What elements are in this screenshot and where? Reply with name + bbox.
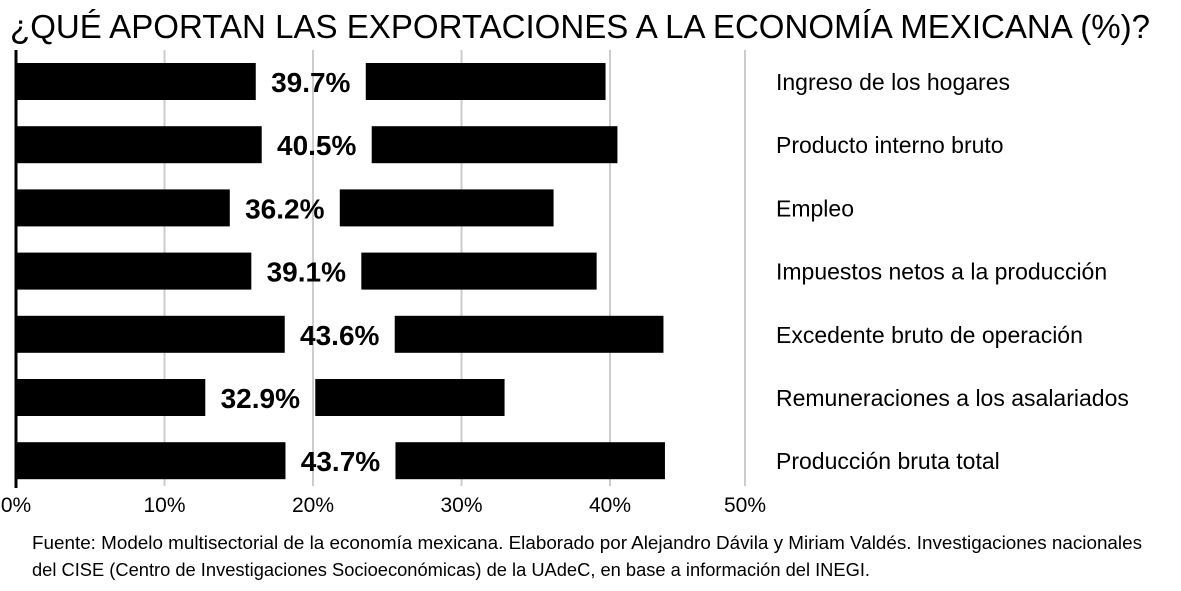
bar-segment-right (339, 189, 554, 227)
x-tick-label: 0% (1, 494, 31, 517)
category-label: Producción bruta total (776, 448, 1000, 474)
bar-segment-right (365, 63, 606, 100)
bar-segment-left (16, 252, 252, 290)
data-label: 43.7% (301, 446, 380, 477)
x-tick-label: 50% (724, 494, 766, 517)
x-tick-label: 10% (143, 494, 185, 517)
footnote-line-2: del CISE (Centro de Investigaciones Soci… (32, 560, 870, 580)
x-tick-label: 30% (440, 494, 482, 517)
category-label: Empleo (776, 195, 854, 221)
bar-segment-left (16, 442, 286, 480)
bar-segment-left (16, 379, 206, 416)
bar-segment-left (16, 126, 262, 164)
bar-segment-right (394, 315, 664, 353)
bar-segment-left (16, 315, 285, 353)
category-label: Impuestos netos a la producción (776, 259, 1107, 285)
bar-segment-right (395, 442, 665, 480)
x-tick-label: 40% (589, 494, 631, 517)
bar-segment-left (16, 63, 256, 100)
bar-segment-right (371, 126, 618, 164)
category-label: Excedente bruto de operación (776, 322, 1083, 348)
bar-segment-right (361, 252, 597, 290)
x-tick-label: 20% (292, 494, 334, 517)
data-label: 32.9% (221, 383, 300, 414)
data-label: 39.1% (267, 257, 346, 288)
chart-title: ¿QUÉ APORTAN LAS EXPORTACIONES A LA ECON… (10, 8, 1150, 45)
bar-segment-left (16, 189, 230, 227)
data-label: 36.2% (245, 193, 324, 224)
category-label: Producto interno bruto (776, 132, 1004, 158)
bar-segment-right (315, 379, 505, 416)
data-label: 39.7% (271, 67, 350, 98)
data-label: 40.5% (277, 130, 356, 161)
footnote-line-1: Fuente: Modelo multisectorial de la econ… (32, 533, 1142, 553)
category-label: Remuneraciones a los asalariados (776, 385, 1129, 411)
data-label: 43.6% (300, 320, 379, 351)
category-label: Ingreso de los hogares (776, 69, 1010, 95)
